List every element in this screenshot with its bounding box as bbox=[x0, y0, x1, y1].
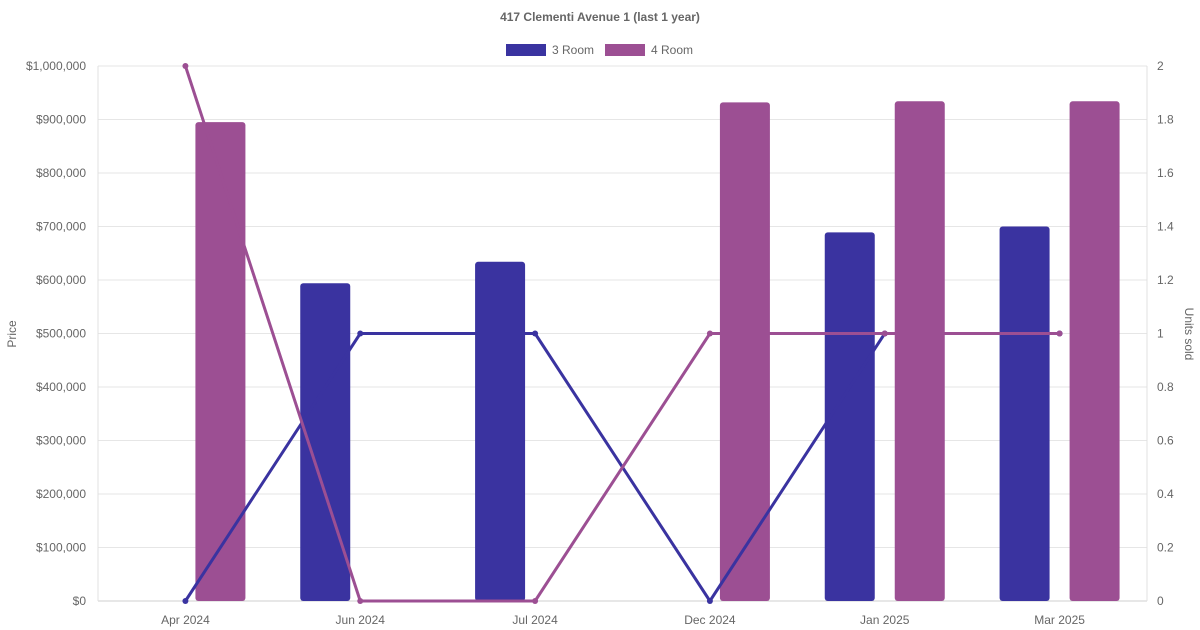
bar-3-room bbox=[824, 232, 875, 601]
y-left-tick-label: $300,000 bbox=[36, 434, 86, 448]
y-axis-right-title: Units sold bbox=[1182, 308, 1196, 361]
y-right-tick-label: 1.8 bbox=[1157, 113, 1174, 127]
y-right-tick-label: 0.8 bbox=[1157, 380, 1174, 394]
bar-4-room bbox=[195, 122, 246, 602]
x-tick-label: Apr 2024 bbox=[161, 613, 210, 627]
y-left-tick-label: $0 bbox=[73, 594, 87, 608]
y-left-tick-label: $400,000 bbox=[36, 380, 86, 394]
x-tick-label: Mar 2025 bbox=[1034, 613, 1085, 627]
point-4-room bbox=[1056, 330, 1063, 337]
x-tick-label: Jun 2024 bbox=[336, 613, 386, 627]
x-tick-label: Dec 2024 bbox=[684, 613, 736, 627]
point-3-room bbox=[182, 598, 189, 604]
y-left-tick-label: $1,000,000 bbox=[26, 59, 86, 73]
y-right-tick-label: 1.6 bbox=[1157, 166, 1174, 180]
point-4-room bbox=[357, 598, 364, 604]
y-right-tick-label: 0.4 bbox=[1157, 487, 1174, 501]
point-4-room bbox=[182, 63, 189, 69]
bar-3-room bbox=[300, 283, 351, 601]
x-tick-label: Jul 2024 bbox=[512, 613, 558, 627]
lines bbox=[182, 63, 1063, 604]
legend-swatch bbox=[605, 44, 645, 56]
y-right-tick-label: 1.2 bbox=[1157, 273, 1174, 287]
bar-4-room bbox=[894, 101, 945, 601]
point-3-room bbox=[706, 598, 713, 604]
y-left-tick-label: $100,000 bbox=[36, 541, 86, 555]
bars bbox=[195, 101, 1120, 602]
axes: $0 0 $100,000 0.2 $200,000 0.4 $300,000 0.6 $400… bbox=[26, 59, 1174, 627]
y-left-tick-label: $800,000 bbox=[36, 166, 86, 180]
bar-3-room bbox=[999, 226, 1050, 601]
line-4-room bbox=[183, 65, 1060, 603]
y-right-tick-label: 0 bbox=[1157, 594, 1164, 608]
x-tick-label: Jan 2025 bbox=[860, 613, 910, 627]
y-left-tick-label: $200,000 bbox=[36, 487, 86, 501]
legend-item-3-room[interactable]: 3 Room bbox=[506, 43, 594, 57]
legend-label: 3 Room bbox=[552, 43, 594, 57]
bar-4-room bbox=[1069, 101, 1120, 601]
legend-item-4-room[interactable]: 4 Room bbox=[605, 43, 693, 57]
point-4-room bbox=[881, 330, 888, 337]
point-3-room bbox=[357, 330, 364, 337]
point-3-room bbox=[532, 330, 539, 337]
y-left-tick-label: $600,000 bbox=[36, 273, 86, 287]
y-left-tick-label: $500,000 bbox=[36, 327, 86, 341]
y-right-tick-label: 0.6 bbox=[1157, 434, 1174, 448]
y-left-tick-label: $700,000 bbox=[36, 220, 86, 234]
y-right-tick-label: 1.4 bbox=[1157, 220, 1174, 234]
point-4-room bbox=[706, 330, 713, 337]
point-4-room bbox=[532, 598, 539, 604]
y-right-tick-label: 2 bbox=[1157, 59, 1164, 73]
legend: 3 Room 4 Room bbox=[506, 43, 693, 57]
legend-swatch bbox=[506, 44, 546, 56]
bar-3-room bbox=[475, 261, 526, 601]
y-right-tick-label: 0.2 bbox=[1157, 541, 1174, 555]
legend-label: 4 Room bbox=[651, 43, 693, 57]
y-left-tick-label: $900,000 bbox=[36, 113, 86, 127]
bar-4-room bbox=[719, 102, 770, 601]
chart-title: 417 Clementi Avenue 1 (last 1 year) bbox=[500, 10, 700, 24]
y-axis-left-title: Price bbox=[5, 320, 19, 348]
y-right-tick-label: 1 bbox=[1157, 327, 1164, 341]
